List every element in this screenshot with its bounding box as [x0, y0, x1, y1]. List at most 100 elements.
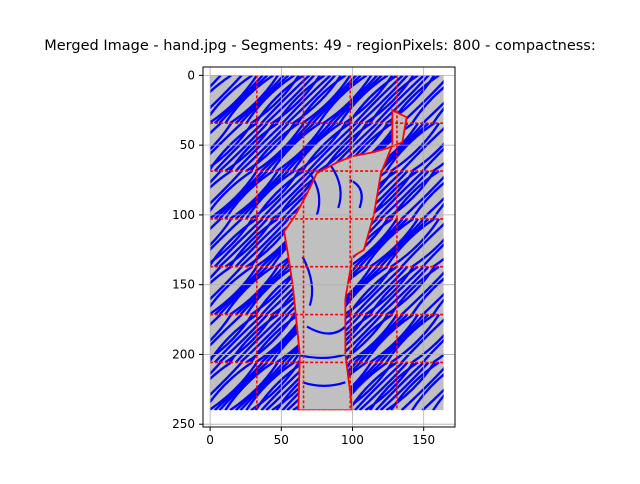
- contour-line: [213, 313, 264, 364]
- contour-line: [338, 75, 389, 124]
- contour-line: [311, 75, 362, 125]
- contour-line: [328, 75, 378, 125]
- x-axis: 0 50 100 150: [206, 427, 435, 447]
- contour-line: [379, 361, 430, 411]
- contour-line: [390, 265, 440, 316]
- contour-line: [228, 313, 279, 364]
- contour-line: [210, 170, 232, 190]
- contour-line: [432, 353, 444, 364]
- contour-line: [411, 86, 444, 124]
- contour-line: [210, 265, 222, 280]
- contour-line: [302, 381, 346, 387]
- contour-line: [400, 127, 444, 172]
- segment-tile: [348, 218, 444, 268]
- red-segment-boundaries: [210, 75, 444, 411]
- contour-line: [379, 218, 430, 268]
- contour-line: [254, 170, 305, 220]
- contour-line: [210, 170, 222, 185]
- x-tick-label: 50: [274, 433, 289, 447]
- contour-line: [213, 170, 264, 220]
- contour-line: [411, 373, 444, 411]
- y-tick-label: 250: [172, 417, 195, 431]
- contour-line: [354, 313, 404, 364]
- contour-line: [421, 338, 444, 364]
- contour-line: [369, 265, 419, 316]
- contour-line: [421, 243, 444, 268]
- segment-tile: [348, 313, 444, 364]
- contour-line: [411, 181, 444, 220]
- contour-line: [358, 361, 409, 411]
- contour-line: [348, 218, 398, 268]
- contour-line: [234, 361, 285, 411]
- contour-line: [432, 106, 444, 124]
- contour-line: [400, 175, 444, 220]
- contour-line: [224, 361, 274, 411]
- y-tick-label: 0: [187, 68, 195, 82]
- x-tick-label: 150: [412, 433, 435, 447]
- contour-line: [224, 75, 274, 124]
- contour-line: [358, 265, 409, 316]
- contour-line: [411, 277, 444, 316]
- contour-line: [210, 75, 253, 117]
- contour-line: [210, 361, 253, 404]
- contour-line: [210, 75, 243, 110]
- axes-frame: [202, 66, 456, 428]
- contour-line: [213, 75, 264, 125]
- contour-line: [301, 75, 352, 125]
- contour-line: [210, 122, 222, 135]
- contour-line: [276, 122, 326, 173]
- contour-line: [432, 298, 444, 316]
- contour-line: [421, 101, 444, 125]
- contour-line: [234, 265, 285, 316]
- contour-line: [385, 313, 435, 364]
- contour-line: [228, 217, 279, 268]
- contour-line: [218, 313, 269, 364]
- contour-line: [330, 165, 342, 209]
- contour-line: [301, 256, 314, 306]
- contour-line: [210, 75, 222, 89]
- contour-line: [286, 122, 336, 172]
- contour-line: [364, 313, 414, 364]
- hand-silhouette: [284, 110, 407, 411]
- contour-line: [390, 361, 440, 411]
- contour-line: [390, 170, 440, 220]
- contour-line: [218, 361, 269, 411]
- contour-line: [213, 265, 264, 316]
- contour-line: [421, 197, 444, 220]
- contour-line: [432, 394, 444, 411]
- contour-line: [245, 75, 295, 124]
- segmented-hand-image: [210, 75, 444, 411]
- contour-line: [432, 161, 444, 173]
- contour-line: [210, 266, 258, 316]
- contour-line: [332, 75, 383, 125]
- contour-line: [234, 122, 285, 172]
- y-tick-label: 100: [172, 208, 195, 222]
- contour-line: [224, 170, 274, 220]
- contour-line: [254, 361, 305, 411]
- contour-line: [210, 265, 232, 285]
- contour-line: [210, 265, 253, 309]
- contour-line: [234, 75, 285, 125]
- contour-line: [275, 75, 326, 124]
- contour-line: [296, 75, 347, 124]
- contour-line: [210, 265, 243, 301]
- contour-line: [265, 75, 315, 125]
- contour-line: [210, 361, 232, 381]
- segment-tile: [210, 75, 295, 125]
- segment-tile: [254, 75, 389, 125]
- contour-line: [265, 122, 315, 172]
- contour-line: [348, 313, 398, 364]
- x-tick-label: 0: [206, 433, 214, 447]
- contour-line: [411, 142, 444, 173]
- grid-lines: [203, 67, 455, 427]
- segment-tile: [210, 170, 295, 220]
- contour-line: [210, 217, 258, 268]
- contour-line: [245, 265, 295, 316]
- contour-line: [254, 75, 305, 124]
- contour-line: [210, 361, 258, 411]
- contour-line: [421, 388, 444, 411]
- y-axis: 0 50 100 150 200 250: [172, 68, 203, 431]
- contour-line: [354, 218, 404, 268]
